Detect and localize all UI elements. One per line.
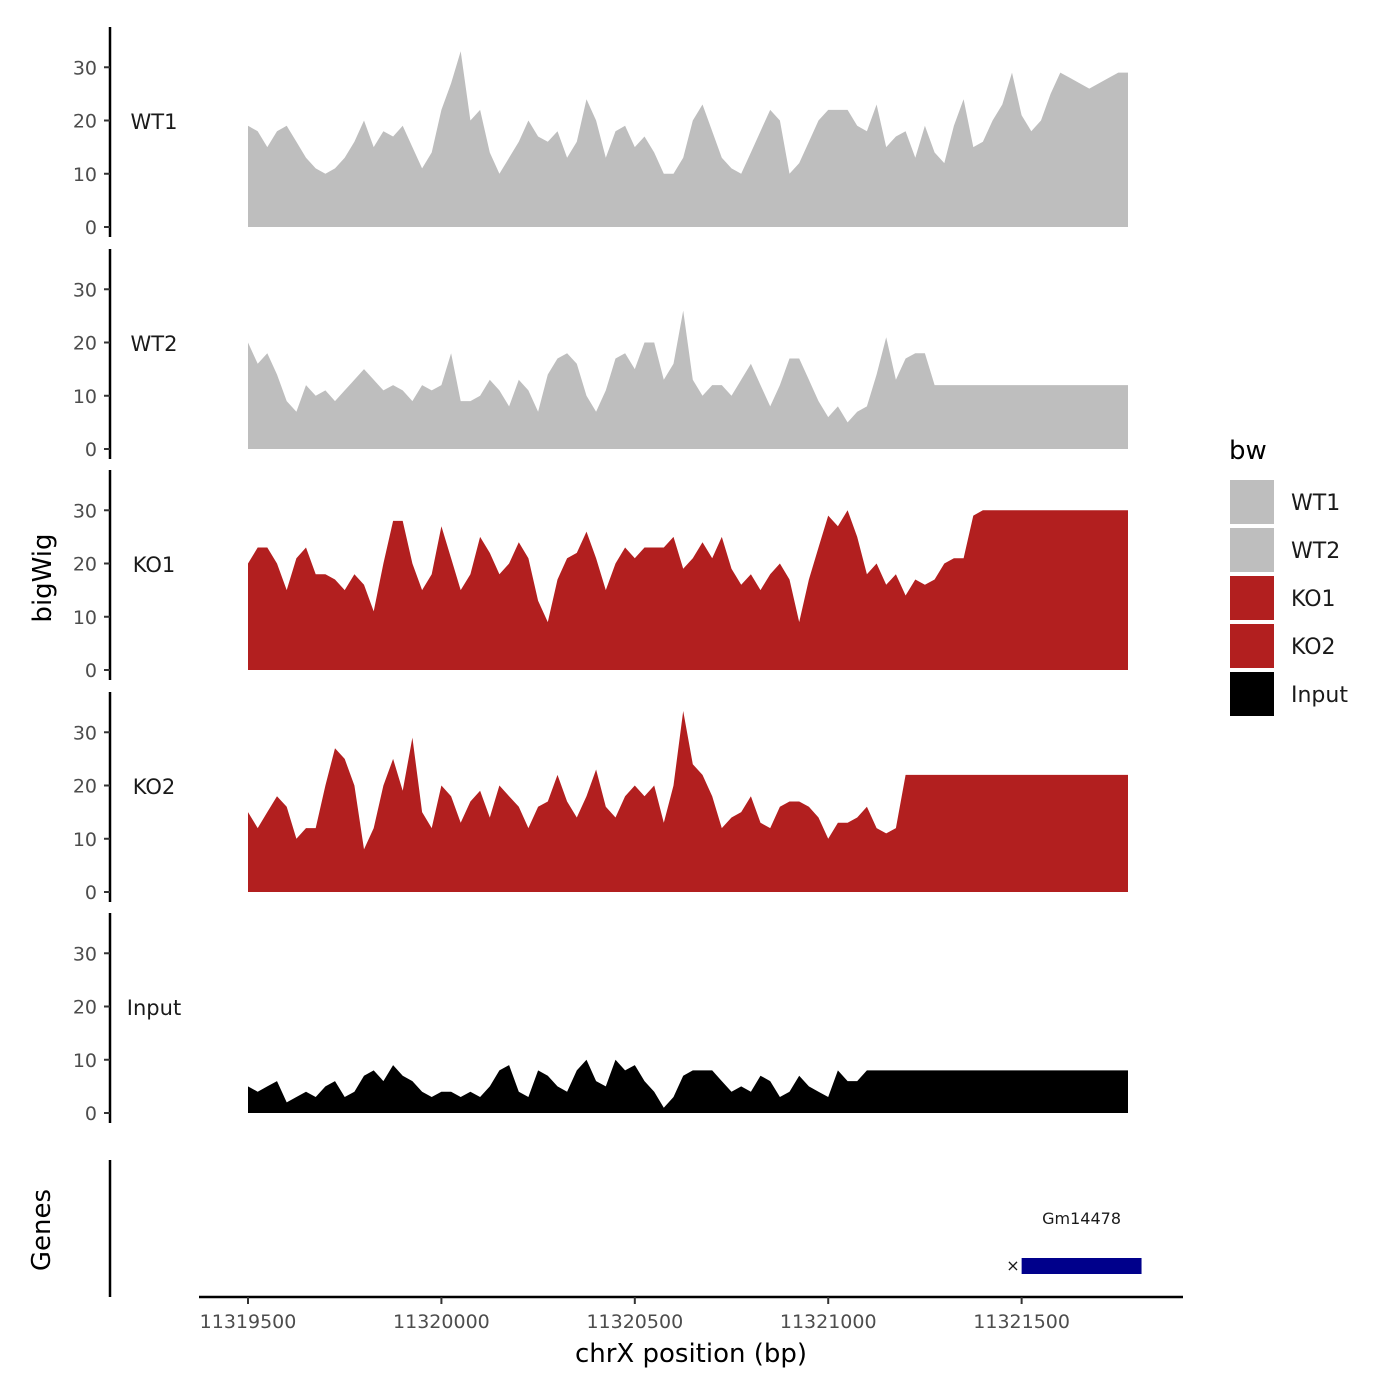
x-tick-label-11320000: 11320000 — [393, 1311, 490, 1333]
y-tick-label-ko2-20: 20 — [73, 776, 97, 798]
legend-key-ko1 — [1230, 576, 1274, 620]
y-tick-label-wt1-0: 0 — [85, 217, 97, 239]
x-tick-label-11321500: 11321500 — [973, 1311, 1070, 1333]
legend-item-wt1: WT1 — [1230, 480, 1340, 524]
y-tick-label-ko2-0: 0 — [85, 882, 97, 904]
y-tick-label-ko1-10: 10 — [73, 607, 97, 629]
legend-title: bw — [1229, 436, 1267, 466]
track-ko2: 0 10 20 30 KO2 — [73, 692, 1128, 904]
track-label-input: Input — [127, 996, 181, 1020]
legend-item-input: Input — [1230, 672, 1348, 716]
y-tick-label-wt2-20: 20 — [73, 333, 97, 355]
gene-body-gm14478 — [1021, 1258, 1142, 1274]
track-wt1: 0 10 20 30 WT1 — [73, 27, 1128, 239]
track-label-wt1: WT1 — [131, 110, 178, 134]
area-ko2 — [248, 711, 1128, 892]
y-tick-label-wt1-20: 20 — [73, 111, 97, 133]
genes-axis-title: Genes — [27, 1189, 57, 1271]
y-tick-label-wt1-30: 30 — [73, 57, 97, 79]
gene-gm14478: × Gm14478 — [1006, 1209, 1142, 1275]
track-label-ko1: KO1 — [133, 553, 176, 577]
track-wt2: 0 10 20 30 WT2 — [73, 249, 1128, 461]
x-axis-title: chrX position (bp) — [575, 1339, 807, 1369]
legend-key-wt1 — [1230, 480, 1274, 524]
legend-label-ko1: KO1 — [1291, 587, 1336, 612]
y-tick-label-wt2-10: 10 — [73, 386, 97, 408]
y-tick-label-input-30: 30 — [73, 943, 97, 965]
legend-label-ko2: KO2 — [1291, 635, 1336, 660]
y-tick-label-ko1-30: 30 — [73, 500, 97, 522]
area-wt1 — [248, 51, 1128, 227]
legend-item-wt2: WT2 — [1230, 528, 1340, 572]
y-axis-title: bigWig — [28, 533, 58, 622]
track-label-ko2: KO2 — [133, 775, 176, 799]
genes-panel: Genes × Gm14478 — [27, 1160, 1142, 1297]
y-tick-label-input-20: 20 — [73, 997, 97, 1019]
legend-label-wt1: WT1 — [1291, 491, 1340, 516]
x-tick-label-11321000: 11321000 — [780, 1311, 877, 1333]
area-wt2 — [248, 310, 1128, 449]
track-ko1: 0 10 20 30 KO1 — [73, 470, 1128, 682]
y-tick-label-ko2-10: 10 — [73, 829, 97, 851]
legend-item-ko2: KO2 — [1230, 624, 1336, 668]
bigwig-tracks: 0 10 20 30 WT1 0 10 20 30 WT2 0 10 20 30 KO1 0 10 20 30 KO2… — [73, 27, 1128, 1125]
x-tick-label-11320500: 11320500 — [586, 1311, 683, 1333]
y-tick-label-input-0: 0 — [85, 1103, 97, 1125]
y-tick-label-ko1-20: 20 — [73, 554, 97, 576]
y-tick-label-ko1-0: 0 — [85, 660, 97, 682]
legend-key-input — [1230, 672, 1274, 716]
y-tick-label-wt1-10: 10 — [73, 164, 97, 186]
legend-key-wt2 — [1230, 528, 1274, 572]
area-ko1 — [248, 510, 1128, 670]
legend-label-wt2: WT2 — [1291, 539, 1340, 564]
y-tick-label-wt2-30: 30 — [73, 279, 97, 301]
track-label-wt2: WT2 — [131, 332, 178, 356]
x-tick-label-11319500: 11319500 — [200, 1311, 297, 1333]
legend-item-ko1: KO1 — [1230, 576, 1336, 620]
x-axis: chrX position (bp) 11319500 11320000 11320… — [199, 1295, 1183, 1369]
y-tick-label-input-10: 10 — [73, 1050, 97, 1072]
legend-key-ko2 — [1230, 624, 1274, 668]
legend: bw WT1 WT2 KO1 KO2 Input — [1229, 436, 1348, 716]
y-tick-label-ko2-30: 30 — [73, 722, 97, 744]
gene-strand-marker: × — [1006, 1256, 1019, 1275]
y-tick-label-wt2-0: 0 — [85, 439, 97, 461]
track-input: 0 10 20 30 Input — [73, 913, 1128, 1125]
gene-label-gm14478: Gm14478 — [1042, 1209, 1121, 1228]
legend-label-input: Input — [1291, 683, 1348, 708]
area-input — [248, 1059, 1128, 1113]
